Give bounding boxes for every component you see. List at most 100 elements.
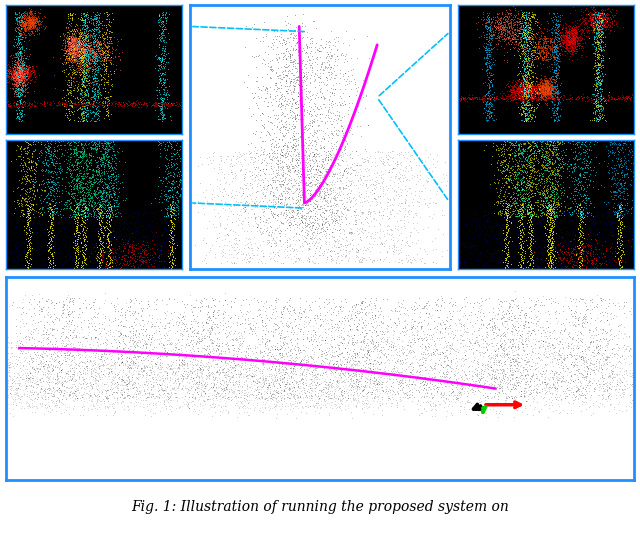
Point	[232, 249, 242, 257]
Point	[156, 116, 166, 125]
Point	[25, 21, 35, 29]
Point	[552, 92, 562, 100]
Point	[83, 185, 93, 194]
Point	[497, 150, 507, 159]
Point	[164, 336, 174, 344]
Point	[163, 295, 173, 303]
Point	[520, 57, 530, 66]
Point	[298, 174, 308, 183]
Point	[79, 29, 89, 37]
Point	[12, 109, 22, 118]
Point	[548, 101, 559, 109]
Point	[17, 33, 28, 41]
Point	[88, 43, 99, 52]
Point	[594, 68, 604, 77]
Point	[264, 378, 275, 387]
Point	[487, 92, 497, 101]
Point	[541, 85, 551, 93]
Point	[493, 310, 504, 319]
Point	[515, 94, 525, 103]
Point	[516, 178, 526, 187]
Point	[519, 185, 529, 194]
Point	[90, 202, 100, 210]
Point	[166, 207, 176, 216]
Point	[77, 155, 87, 164]
Point	[28, 354, 38, 362]
Point	[76, 238, 86, 246]
Point	[67, 40, 77, 49]
Point	[283, 155, 293, 163]
Point	[532, 138, 542, 146]
Point	[74, 46, 84, 55]
Point	[529, 84, 539, 92]
Point	[10, 56, 20, 64]
Point	[81, 202, 91, 211]
Point	[102, 378, 112, 387]
Point	[328, 232, 338, 241]
Point	[140, 247, 150, 256]
Point	[275, 331, 285, 339]
Point	[363, 348, 373, 356]
Point	[527, 82, 537, 91]
Point	[479, 342, 489, 351]
Point	[308, 373, 319, 382]
Point	[592, 48, 602, 56]
Point	[595, 11, 605, 19]
Point	[12, 68, 22, 76]
Point	[73, 261, 83, 269]
Point	[498, 163, 508, 172]
Point	[541, 90, 551, 99]
Point	[280, 370, 290, 378]
Point	[509, 380, 519, 388]
Point	[604, 15, 614, 24]
Point	[522, 159, 532, 168]
Point	[26, 4, 36, 13]
Point	[509, 241, 519, 250]
Point	[25, 140, 35, 148]
Point	[160, 190, 170, 199]
Point	[625, 159, 636, 168]
Point	[610, 241, 620, 249]
Point	[523, 177, 533, 186]
Point	[178, 385, 188, 394]
Point	[540, 338, 550, 347]
Point	[53, 210, 63, 219]
Point	[545, 264, 556, 272]
Point	[61, 51, 71, 60]
Point	[397, 375, 408, 383]
Point	[404, 371, 415, 380]
Point	[227, 335, 237, 344]
Point	[15, 68, 25, 77]
Point	[576, 226, 586, 235]
Point	[107, 257, 117, 266]
Point	[73, 58, 83, 67]
Point	[548, 140, 559, 149]
Point	[524, 327, 534, 335]
Point	[100, 152, 111, 161]
Point	[357, 253, 367, 262]
Point	[248, 158, 258, 166]
Point	[114, 326, 124, 335]
Point	[118, 381, 128, 389]
Point	[89, 101, 99, 109]
Point	[506, 88, 516, 96]
Point	[23, 21, 33, 29]
Point	[591, 44, 601, 53]
Point	[10, 364, 20, 372]
Point	[483, 75, 493, 84]
Point	[520, 108, 530, 117]
Point	[108, 411, 118, 419]
Point	[355, 179, 365, 188]
Point	[543, 248, 554, 257]
Point	[487, 92, 497, 101]
Point	[494, 25, 504, 34]
Point	[247, 390, 257, 398]
Point	[547, 258, 557, 266]
Point	[186, 397, 196, 406]
Point	[321, 73, 331, 82]
Point	[524, 83, 534, 91]
Point	[207, 317, 218, 326]
Point	[77, 152, 87, 160]
Point	[531, 209, 541, 218]
Point	[538, 81, 548, 90]
